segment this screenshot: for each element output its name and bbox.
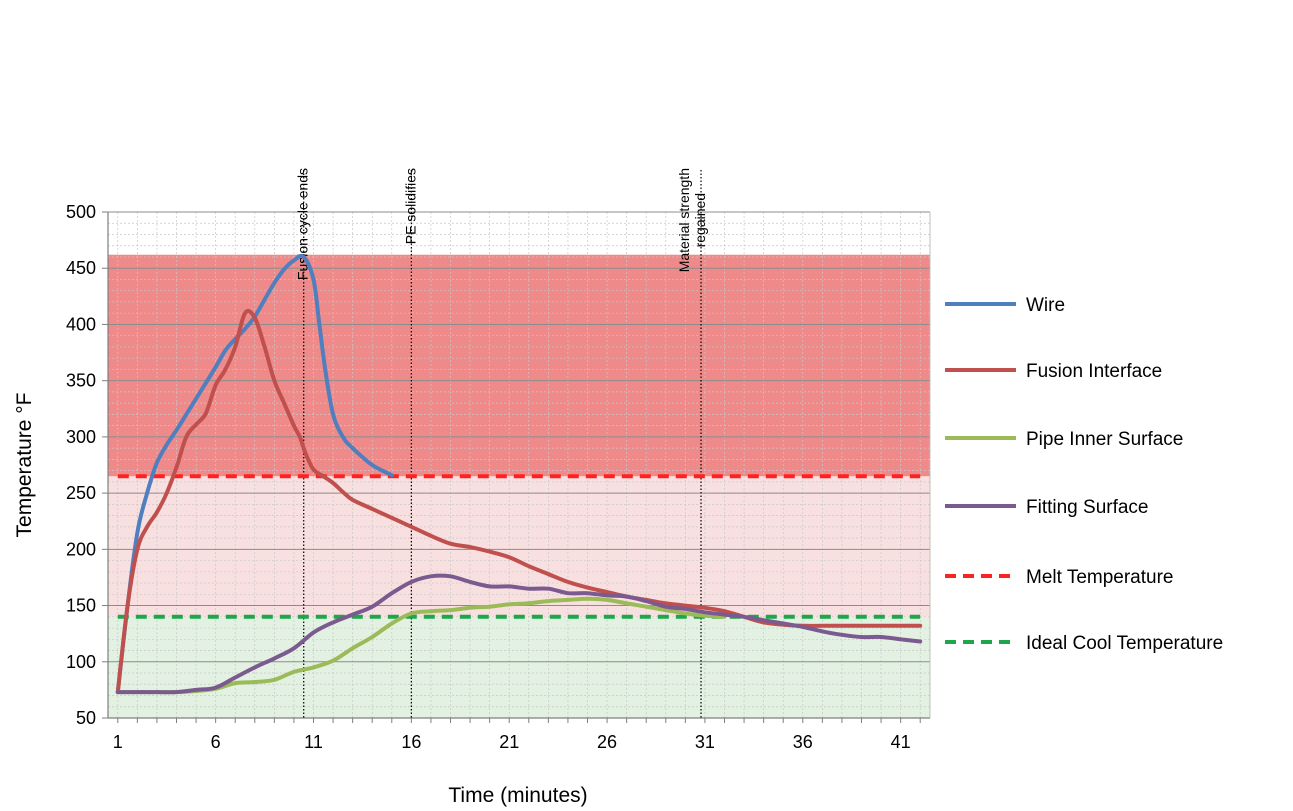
x-tick-label: 26	[597, 732, 617, 752]
legend-label-3: Fitting Surface	[1026, 497, 1149, 518]
legend-label-1: Fusion Interface	[1026, 361, 1162, 382]
x-tick-label: 21	[499, 732, 519, 752]
y-tick-label: 250	[66, 483, 96, 503]
legend-label-0: Wire	[1026, 295, 1065, 316]
legend-label-2: Pipe Inner Surface	[1026, 429, 1183, 450]
chart-legend: Wire Fusion Interface Pipe Inner Surface Fi…	[945, 295, 1223, 654]
x-tick-label: 36	[793, 732, 813, 752]
temperature-band-1	[108, 476, 930, 617]
x-tick-label: 1	[113, 732, 123, 752]
temperature-band-2	[108, 255, 930, 477]
temperature-band-0	[108, 617, 930, 718]
legend-label-4: Melt Temperature	[1026, 567, 1174, 588]
y-tick-label: 200	[66, 539, 96, 559]
y-tick-label: 350	[66, 371, 96, 391]
y-tick-label: 150	[66, 596, 96, 616]
x-tick-label: 6	[211, 732, 221, 752]
annotation-text-1: PE solidifies	[402, 168, 418, 244]
y-tick-label: 500	[66, 202, 96, 222]
y-tick-label: 50	[76, 708, 96, 728]
x-tick-label: 11	[304, 732, 323, 752]
legend-label-5: Ideal Cool Temperature	[1026, 633, 1223, 654]
y-axis-tick-labels: 50 100 150 200 250 300 350 400 450 500	[66, 202, 96, 728]
y-tick-label: 400	[66, 314, 96, 334]
x-tick-label: 41	[891, 732, 911, 752]
y-tick-label: 100	[66, 652, 96, 672]
x-tick-label: 16	[401, 732, 421, 752]
y-tick-label: 300	[66, 427, 96, 447]
x-tick-label: 31	[695, 732, 715, 752]
y-axis-title: Temperature °F	[13, 393, 36, 538]
y-tick-label: 450	[66, 258, 96, 278]
x-axis-title: Time (minutes)	[448, 784, 587, 807]
x-axis-tick-labels: 1 6 11 16 21 26 31 36 41	[113, 732, 911, 752]
